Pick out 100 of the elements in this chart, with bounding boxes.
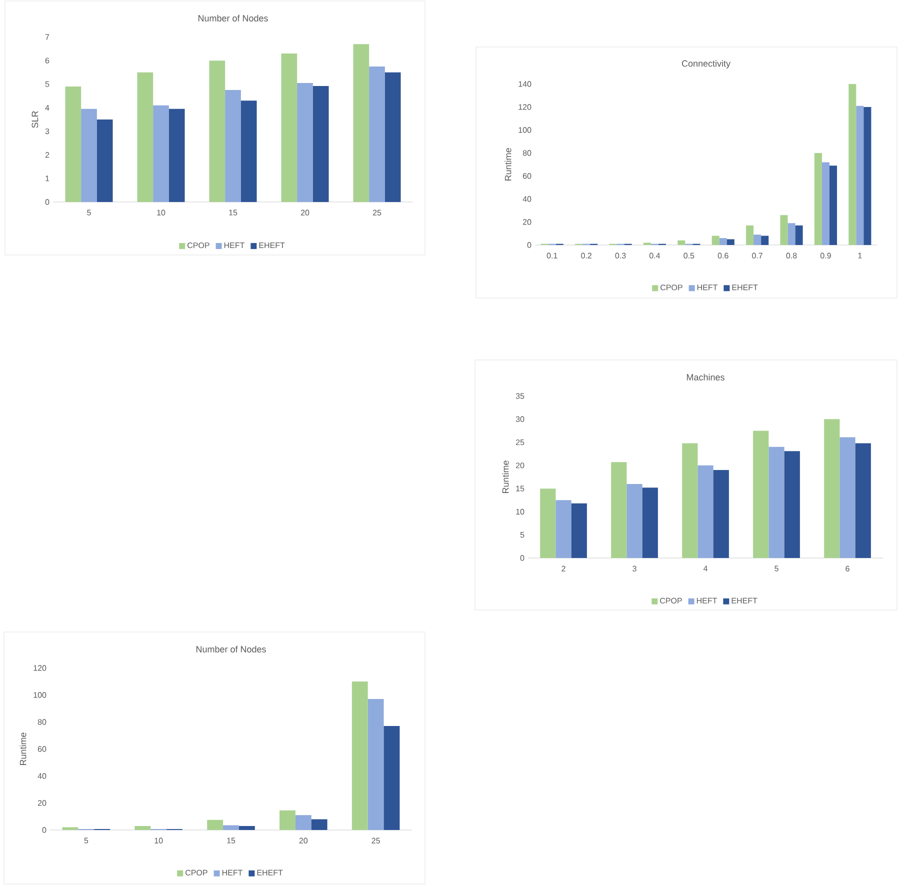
y-tick-label: 30	[516, 416, 524, 422]
chart-title: Connectivity	[682, 60, 730, 68]
bar	[153, 105, 169, 202]
bar	[369, 66, 385, 202]
bar	[281, 53, 298, 202]
x-tick-label: 0.8	[786, 252, 797, 258]
x-tick-label: 0.2	[581, 252, 592, 258]
bar	[297, 82, 313, 202]
x-tick-label: 2	[562, 566, 566, 572]
x-tick-label: 0.7	[752, 252, 762, 258]
bar	[784, 451, 800, 558]
x-tick-label: 5	[87, 210, 91, 216]
bar	[611, 462, 627, 558]
legend-label: CPOP	[660, 598, 682, 604]
y-tick-label: 5	[520, 532, 524, 538]
legend-label: EHEFT	[732, 598, 758, 604]
y-axis-title: SLR	[32, 111, 38, 128]
y-tick-label: 140	[518, 81, 532, 87]
y-tick-label: 20	[522, 219, 532, 225]
y-tick-label: 80	[522, 150, 532, 156]
bar	[795, 225, 803, 245]
x-tick-label: 6	[846, 566, 850, 572]
x-tick-label: 0.9	[820, 252, 831, 258]
bar	[822, 162, 830, 245]
x-tick-label: 0.4	[649, 252, 660, 258]
bar	[96, 119, 113, 202]
legend-label: HEFT	[696, 598, 717, 604]
bar	[682, 443, 698, 558]
x-tick-label: 10	[157, 210, 166, 216]
bar	[829, 166, 837, 245]
x-tick-label: 5	[774, 566, 778, 572]
bar	[368, 699, 384, 830]
y-tick-label: 3	[45, 128, 50, 134]
y-tick-label: 4	[45, 104, 50, 110]
x-tick-label: 5	[84, 838, 88, 844]
bar	[856, 106, 864, 245]
bar	[698, 465, 714, 558]
bar	[134, 826, 151, 830]
x-tick-label: 0.3	[615, 252, 626, 258]
y-tick-label: 0	[45, 199, 50, 205]
x-tick-label: 0.5	[684, 252, 694, 258]
bar	[62, 827, 78, 830]
y-tick-label: 100	[34, 692, 46, 698]
x-tick-label: 1	[858, 252, 862, 258]
bar	[571, 503, 587, 558]
y-tick-label: 2	[45, 152, 50, 158]
y-tick-label: 7	[45, 34, 50, 40]
y-tick-label: 20	[38, 800, 46, 806]
bar	[713, 470, 729, 558]
legend-label: HEFT	[222, 870, 242, 876]
bar	[626, 484, 642, 558]
legend-label: EHEFT	[259, 242, 285, 248]
bar	[768, 446, 784, 558]
y-tick-label: 20	[516, 462, 524, 468]
chart-title: Number of Nodes	[198, 14, 268, 22]
x-tick-label: 20	[300, 210, 310, 216]
bar	[746, 225, 754, 245]
bar	[642, 488, 658, 558]
y-tick-label: 6	[45, 58, 50, 64]
bar	[824, 419, 840, 558]
y-tick-label: 15	[516, 486, 524, 492]
legend-label: HEFT	[224, 242, 244, 248]
y-tick-label: 80	[38, 719, 46, 725]
y-tick-label: 1	[46, 176, 50, 182]
y-axis-title: Runtime	[20, 732, 26, 766]
bar	[137, 72, 154, 202]
bar	[848, 84, 856, 245]
y-tick-label: 40	[522, 196, 532, 202]
bar	[352, 682, 368, 830]
bar	[81, 108, 97, 202]
bar	[207, 820, 224, 830]
y-tick-label: 0	[527, 242, 532, 248]
bar	[556, 500, 572, 558]
bar	[295, 815, 312, 830]
y-tick-label: 35	[516, 393, 524, 399]
bar	[280, 810, 296, 830]
bar	[240, 100, 257, 202]
y-tick-label: 60	[38, 746, 46, 752]
bar	[712, 236, 720, 245]
bar	[855, 443, 871, 558]
y-tick-label: 5	[45, 81, 50, 87]
legend-label: EHEFT	[257, 870, 283, 876]
x-tick-label: 0.6	[718, 252, 728, 258]
bar	[814, 152, 822, 245]
bar	[312, 86, 329, 202]
legend-label: CPOP	[186, 870, 208, 876]
x-tick-label: 15	[229, 210, 238, 216]
chart-title: Machines	[686, 374, 724, 380]
bar	[225, 90, 241, 202]
bar	[726, 239, 734, 245]
y-tick-label: 0	[520, 555, 524, 561]
bar	[311, 819, 328, 830]
bar	[168, 108, 185, 202]
y-tick-label: 100	[518, 127, 532, 133]
y-tick-label: 120	[518, 104, 532, 110]
y-tick-label: 60	[522, 173, 532, 179]
legend-label: CPOP	[188, 242, 210, 248]
bar	[864, 106, 872, 245]
bar	[540, 488, 556, 558]
bar	[753, 430, 769, 558]
